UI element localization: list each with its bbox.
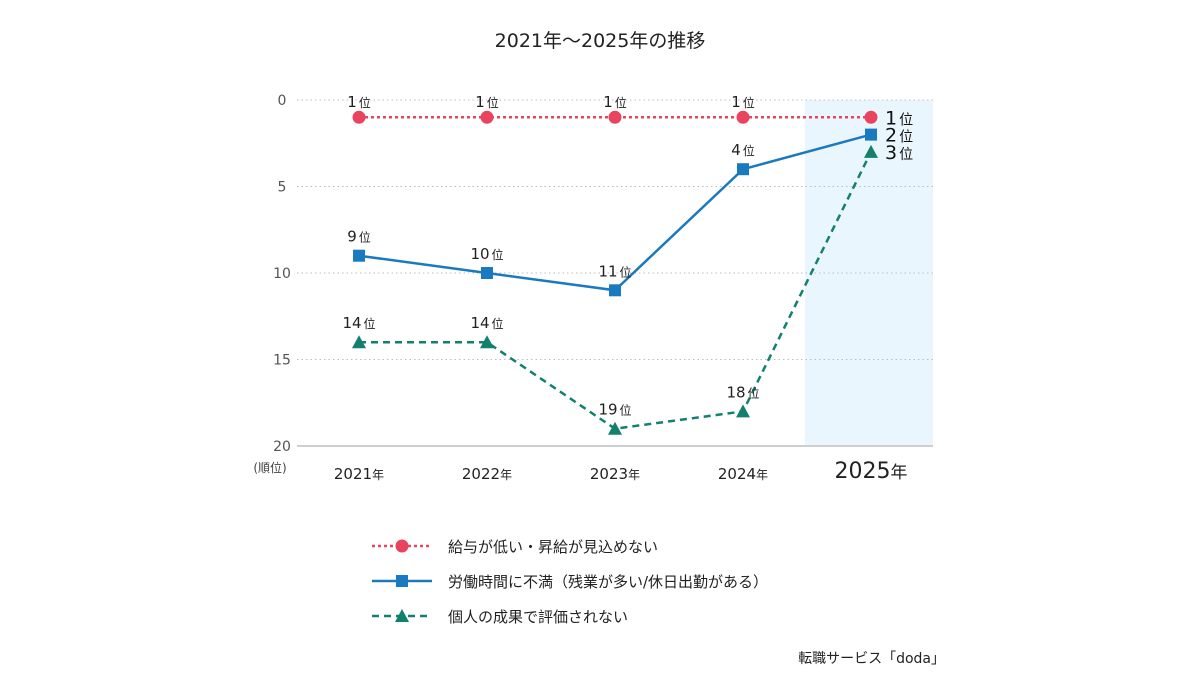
series-square <box>353 128 877 297</box>
x-tick-label: 2022年 <box>462 465 512 483</box>
data-point-marker <box>480 335 494 349</box>
y-axis: 0 5 10 15 20 <box>273 93 291 455</box>
data-point-marker <box>737 163 749 176</box>
legend-marker <box>395 609 409 622</box>
data-point-marker <box>608 421 622 435</box>
data-point-marker <box>480 110 494 124</box>
y-axis-unit-label: (順位) <box>253 460 286 475</box>
data-label: 14 位 <box>342 314 375 332</box>
series-circle <box>352 110 878 124</box>
x-tick-label: 2025年 <box>835 459 908 484</box>
legend-label: 給与が低い・昇給が見込めない <box>448 538 658 556</box>
y-tick-label: 20 <box>273 439 291 455</box>
data-point-marker <box>609 284 621 297</box>
x-tick-label: 2023年 <box>590 465 640 483</box>
data-point-marker <box>608 110 622 124</box>
data-labels: 1 位 1 位 1 位 1 位 1 位 9 位 10 位 11 位 4 位 2 位 14 位 14 位 19 位 18 位 3 位 <box>342 93 913 419</box>
data-point-marker <box>352 335 366 349</box>
legend-marker <box>396 575 408 587</box>
data-point-marker <box>864 110 878 124</box>
data-label: 11 位 <box>598 262 631 280</box>
grid <box>297 99 933 447</box>
data-label: 14 位 <box>470 314 503 332</box>
data-point-marker <box>864 144 878 158</box>
legend-marker <box>395 539 409 553</box>
y-tick-label: 0 <box>278 93 287 109</box>
source-label: 転職サービス「doda」 <box>798 651 945 667</box>
series-triangle <box>352 144 878 435</box>
x-axis: 2021年 2022年 2023年 2024年 2025年 <box>334 459 908 484</box>
data-label: 19 位 <box>598 401 631 419</box>
data-point-marker <box>353 249 365 262</box>
y-tick-label: 5 <box>278 180 287 196</box>
legend-label: 個人の成果で評価されない <box>448 608 628 626</box>
legend-item: 個人の成果で評価されない <box>372 608 628 626</box>
x-tick-label: 2024年 <box>718 465 768 483</box>
chart-title: 2021年～2025年の推移 <box>495 30 706 52</box>
data-label: 10 位 <box>470 245 503 263</box>
data-point-marker <box>352 110 366 124</box>
data-point-marker <box>481 267 493 279</box>
data-point-marker <box>865 128 877 141</box>
x-tick-label: 2021年 <box>334 465 384 483</box>
data-point-marker <box>736 404 750 418</box>
data-label: 18 位 <box>726 383 759 401</box>
legend-item: 労働時間に不満（残業が多い/休日出勤がある） <box>372 573 768 591</box>
y-tick-label: 15 <box>273 353 291 369</box>
legend-label: 労働時間に不満（残業が多い/休日出勤がある） <box>448 573 768 591</box>
series-layer <box>352 110 878 435</box>
y-tick-label: 10 <box>273 266 291 282</box>
data-point-marker <box>736 110 750 124</box>
legend-item: 給与が低い・昇給が見込めない <box>372 538 658 556</box>
